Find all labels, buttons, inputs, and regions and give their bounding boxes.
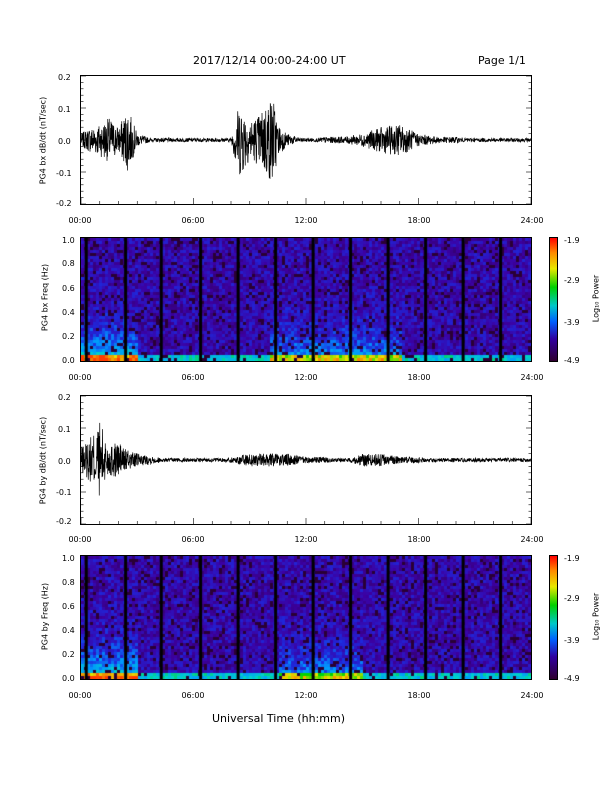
x-tick: 12:00	[294, 373, 318, 382]
by-spectrogram	[81, 556, 531, 679]
x-tick: 12:00	[294, 691, 318, 700]
x-tick: 06:00	[181, 691, 205, 700]
bx-freq-ylabel: PG4 bx Freq (Hz)	[40, 263, 50, 332]
x-axis-label: Universal Time (hh:mm)	[212, 712, 345, 725]
x-tick: 24:00	[520, 535, 544, 544]
by-colorbar-tick: -4.9	[564, 674, 580, 683]
bx-colorbar-tick: -2.9	[564, 276, 580, 285]
by-freq-ytick: 0.2	[62, 650, 75, 659]
x-tick: 24:00	[520, 373, 544, 382]
bx-freq-ytick: 0.4	[62, 308, 75, 317]
by-colorbar-tick: -3.9	[564, 636, 580, 645]
bx-dbdt-ytick: -0.2	[56, 199, 72, 208]
date-range-title: 2017/12/14 00:00-24:00 UT	[193, 54, 346, 67]
bx-dbdt-ytick: 0.1	[58, 105, 71, 114]
dbdt-series-line	[81, 422, 531, 496]
by-freq-ytick: 0.0	[62, 674, 75, 683]
bx-colorbar	[549, 237, 558, 362]
by-freq-ytick: 0.4	[62, 626, 75, 635]
by-dbdt-trace	[81, 396, 531, 524]
x-tick: 06:00	[181, 216, 205, 225]
page-indicator: Page 1/1	[478, 54, 526, 67]
x-tick: 00:00	[68, 691, 92, 700]
by-spectrogram-plot	[80, 555, 532, 680]
x-tick: 06:00	[181, 535, 205, 544]
bx-dbdt-trace	[81, 76, 531, 204]
x-tick: 00:00	[68, 535, 92, 544]
bx-freq-ytick: 0.2	[62, 332, 75, 341]
by-colorbar-tick: -1.9	[564, 554, 580, 563]
bx-dbdt-plot	[80, 75, 532, 205]
x-tick: 00:00	[68, 373, 92, 382]
x-tick: 18:00	[407, 216, 431, 225]
bx-spectrogram	[81, 238, 531, 361]
x-tick: 24:00	[520, 216, 544, 225]
bx-freq-ytick: 1.0	[62, 236, 75, 245]
by-colorbar-tick: -2.9	[564, 594, 580, 603]
by-colorbar	[549, 555, 558, 680]
by-dbdt-ytick: 0.1	[58, 425, 71, 434]
bx-dbdt-ytick: 0.0	[58, 137, 71, 146]
x-tick: 18:00	[407, 691, 431, 700]
bx-dbdt-ytick: -0.1	[56, 169, 72, 178]
bx-freq-ytick: 0.8	[62, 259, 75, 268]
bx-freq-ytick: 0.6	[62, 284, 75, 293]
by-freq-ytick: 1.0	[62, 554, 75, 563]
by-dbdt-ylabel: PG4 by dB/dt (nT/sec)	[38, 416, 48, 505]
bx-colorbar-tick: -4.9	[564, 356, 580, 365]
bx-dbdt-ylabel: PG4 bx dB/dt (nT/sec)	[38, 96, 48, 185]
bx-freq-ytick: 0.0	[62, 356, 75, 365]
bx-colorbar-label: Log₁₀ Power	[591, 274, 601, 323]
by-dbdt-ytick: -0.2	[56, 517, 72, 526]
x-tick: 06:00	[181, 373, 205, 382]
bx-dbdt-ytick: 0.2	[58, 73, 71, 82]
by-dbdt-ytick: 0.2	[58, 393, 71, 402]
bx-spectrogram-plot	[80, 237, 532, 362]
by-dbdt-ytick: -0.1	[56, 488, 72, 497]
x-tick: 00:00	[68, 216, 92, 225]
x-tick: 12:00	[294, 216, 318, 225]
x-tick: 24:00	[520, 691, 544, 700]
dbdt-series-line	[81, 103, 531, 179]
by-dbdt-plot	[80, 395, 532, 525]
x-tick: 18:00	[407, 373, 431, 382]
by-freq-ytick: 0.8	[62, 578, 75, 587]
bx-colorbar-tick: -3.9	[564, 318, 580, 327]
x-tick: 18:00	[407, 535, 431, 544]
by-dbdt-ytick: 0.0	[58, 457, 71, 466]
by-colorbar-label: Log₁₀ Power	[591, 592, 601, 641]
by-freq-ytick: 0.6	[62, 602, 75, 611]
bx-colorbar-tick: -1.9	[564, 236, 580, 245]
by-freq-ylabel: PG4 by Freq (Hz)	[40, 582, 50, 651]
x-tick: 12:00	[294, 535, 318, 544]
